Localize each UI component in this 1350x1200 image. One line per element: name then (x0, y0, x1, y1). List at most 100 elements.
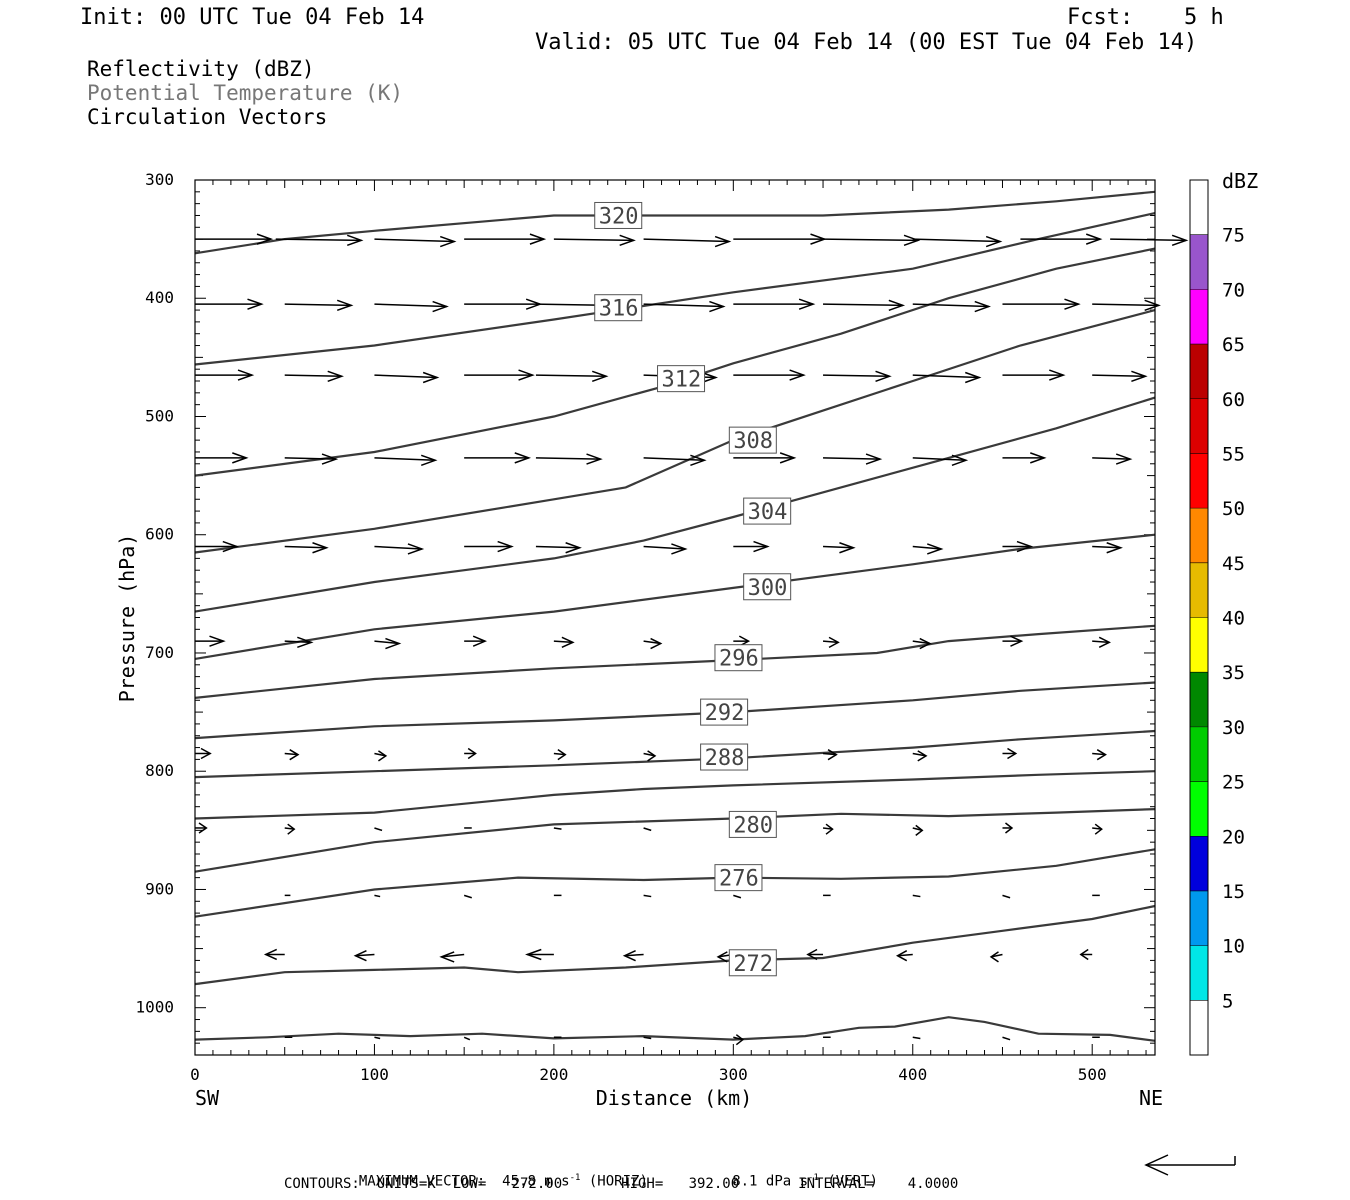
circulation-vector (912, 545, 942, 550)
vector-head (232, 452, 249, 464)
circulation-vector (275, 238, 362, 242)
y-tick-label: 500 (145, 406, 174, 425)
vector-head (385, 637, 402, 650)
vector-head (1049, 369, 1066, 381)
vector-head (312, 542, 329, 554)
contour-label-292: 292 (705, 701, 745, 726)
vector-head (1079, 948, 1089, 961)
circulation-vector (535, 374, 607, 378)
colorbar-segment (1190, 398, 1208, 454)
contour-label-276: 276 (719, 867, 759, 892)
colorbar-label: 20 (1222, 826, 1245, 848)
circulation-vector (733, 894, 742, 899)
vector-head (622, 950, 636, 962)
isentrope-280 (194, 808, 1156, 873)
vector-head (690, 454, 707, 466)
x-tick-label: 200 (539, 1065, 568, 1084)
circulation-vector (1002, 1036, 1011, 1041)
vector-head (1115, 453, 1133, 465)
contour-label-316: 316 (599, 297, 639, 322)
vector-head (951, 454, 969, 466)
circulation-vector (441, 953, 465, 958)
colorbar-label: 15 (1222, 881, 1245, 903)
y-tick-label: 700 (145, 643, 174, 662)
vector-head (1085, 233, 1103, 245)
circulation-vector (822, 752, 837, 756)
vector-head (222, 540, 240, 553)
circulation-vector (823, 238, 919, 242)
circulation-vector (912, 894, 921, 898)
circulation-vector (912, 303, 989, 308)
circulation-vector (284, 374, 342, 378)
colorbar-segment (1190, 836, 1208, 891)
contour-label-296: 296 (719, 647, 759, 672)
reference-vector-head (1144, 1154, 1169, 1176)
x-axis-left-end: SW (195, 1086, 220, 1110)
vector-head (915, 824, 924, 836)
x-tick-label: 500 (1078, 1065, 1107, 1084)
plot-frame (194, 179, 1156, 1056)
vector-head (974, 300, 991, 313)
vector-head (472, 635, 487, 647)
vector-head (827, 749, 838, 761)
x-tick-label: 300 (719, 1065, 748, 1084)
y-tick-label: 800 (145, 761, 174, 780)
circulation-vector (643, 303, 724, 308)
contour-label-box (728, 426, 777, 454)
vector-head (256, 233, 274, 245)
vector-head (716, 951, 728, 963)
isentrope-292 (194, 681, 1156, 740)
circulation-vector (284, 303, 352, 307)
y-tick-label: 1000 (135, 998, 174, 1017)
circulation-vector (823, 374, 890, 378)
vector-head (927, 543, 944, 555)
contour-label-box (700, 743, 749, 771)
circulation-vector (1092, 545, 1121, 549)
circulation-vector (374, 1036, 381, 1040)
colorbar-segment (1190, 945, 1208, 1001)
circulation-vector (823, 545, 854, 549)
circulation-vector (284, 457, 337, 460)
vector-head (297, 636, 314, 649)
contour-label-312: 312 (662, 368, 702, 393)
colorbar-label: 75 (1222, 225, 1245, 247)
vector-head (1016, 540, 1034, 553)
circulation-vector (284, 545, 327, 549)
y-tick-label: 400 (145, 288, 174, 307)
vector-head (209, 635, 226, 647)
vector-head (518, 369, 535, 381)
contour-label-box (657, 365, 706, 393)
colorbar-segment (1190, 781, 1208, 837)
contour-label-box (728, 949, 777, 977)
vector-head (439, 951, 455, 963)
colorbar-segment (1190, 672, 1208, 727)
vector-head (798, 298, 816, 310)
vector-head (497, 540, 514, 553)
vector-head (917, 750, 928, 762)
circulation-vector (284, 827, 295, 830)
colorbar-label: 45 (1222, 553, 1245, 575)
vector-head (561, 636, 575, 649)
isentrope-308 (194, 309, 1156, 554)
vector-head (714, 235, 732, 248)
isentrope-284 (194, 770, 1156, 820)
circulation-vector (374, 545, 422, 550)
circulation-vector (374, 303, 447, 308)
contour-label-box (743, 497, 792, 525)
vector-head (789, 369, 806, 381)
circulation-vector (553, 640, 573, 644)
vector-head (671, 543, 688, 555)
vector-head (875, 370, 892, 383)
circulation-vector (643, 457, 705, 462)
contour-label-320: 320 (599, 204, 639, 229)
circulation-vector (643, 545, 686, 550)
circulation-vector (1092, 374, 1146, 378)
vector-head (420, 454, 438, 466)
circulation-vector (374, 640, 400, 645)
vector-head (1064, 298, 1081, 310)
contour-label-layer: 320 316 312 308 304 300 296 292 288 280 276 272 (594, 201, 792, 977)
vector-head (346, 234, 364, 247)
vector-head (647, 750, 657, 762)
vector-head (289, 749, 300, 761)
circulation-vector (535, 457, 601, 460)
